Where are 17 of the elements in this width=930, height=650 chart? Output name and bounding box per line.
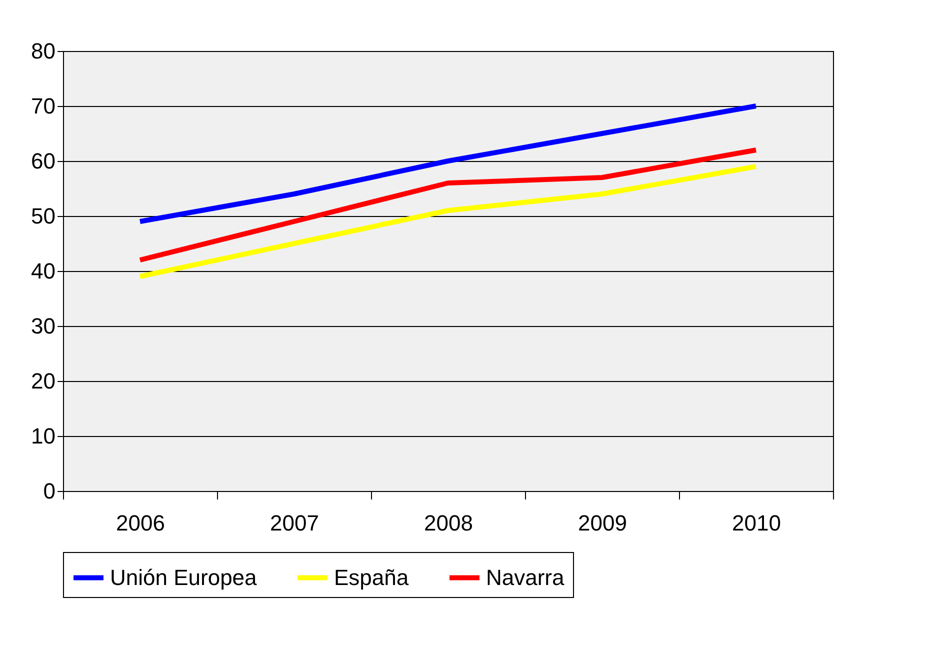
y-tick-label: 0	[43, 478, 56, 504]
y-tick-label: 30	[31, 314, 56, 338]
x-tick-label: 2009	[578, 510, 627, 536]
x-tick-label: 2008	[424, 510, 473, 536]
x-tick-label: 2010	[732, 510, 781, 536]
y-tick-label: 80	[31, 38, 56, 64]
x-tick-label: 2006	[116, 510, 165, 536]
legend-label: España	[334, 564, 410, 590]
y-tick-label: 50	[31, 204, 56, 228]
y-tick-label: 10	[31, 424, 56, 448]
y-tick-label: 70	[31, 94, 56, 118]
y-tick-label: 60	[31, 148, 56, 174]
y-tick-label: 40	[31, 258, 56, 284]
x-tick-label: 2007	[270, 510, 319, 536]
legend-label: Unión Europea	[110, 564, 258, 590]
legend-label: Navarra	[486, 564, 566, 590]
y-tick-label: 20	[31, 368, 56, 394]
